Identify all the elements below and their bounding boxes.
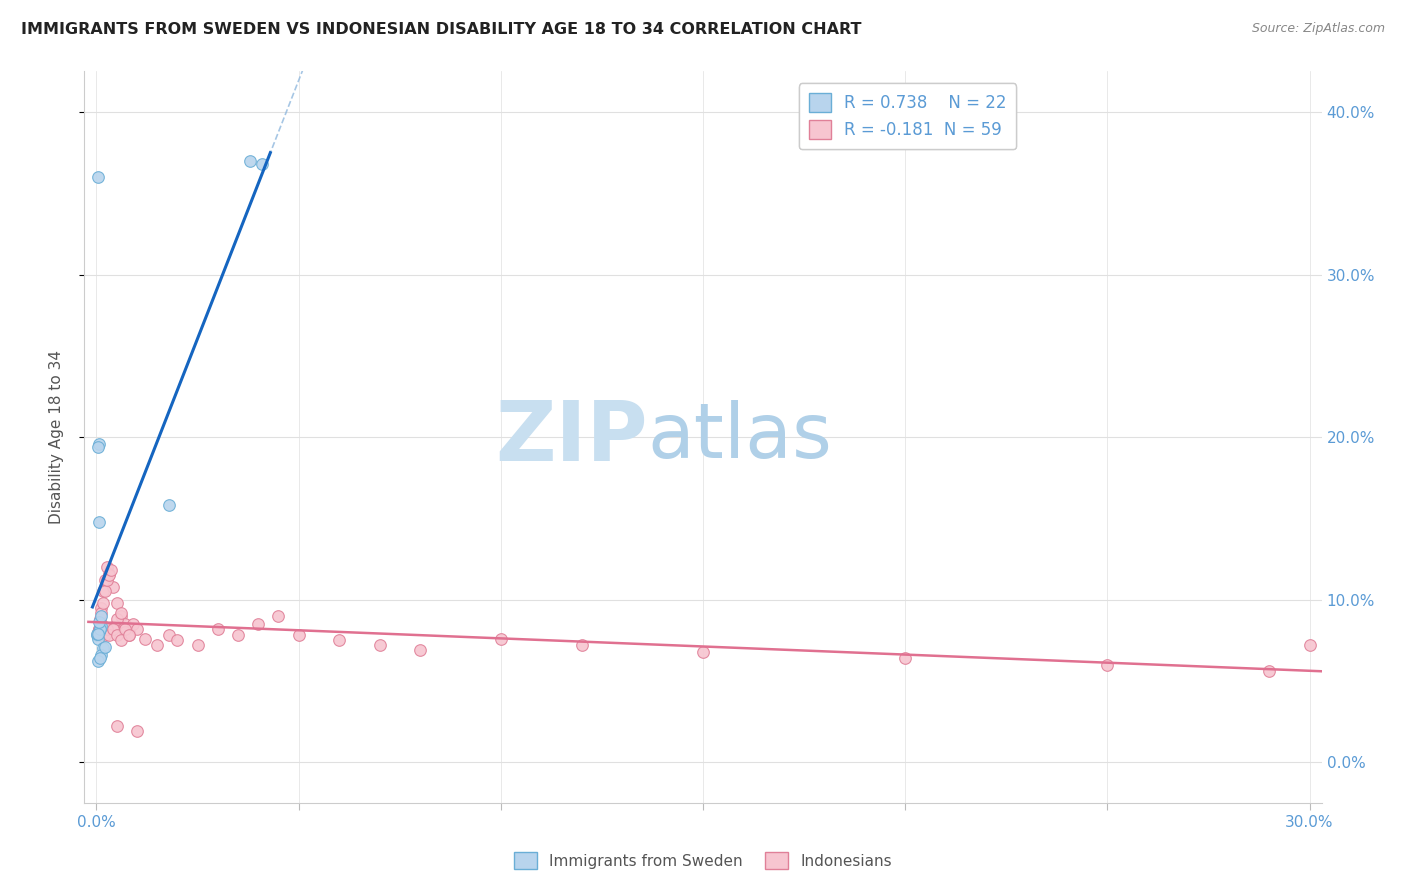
Point xyxy=(97,568,120,582)
Point xyxy=(89,651,111,665)
Point xyxy=(226,628,249,642)
Point xyxy=(105,596,128,610)
Point xyxy=(94,640,117,654)
Point xyxy=(125,622,148,636)
Point xyxy=(101,622,124,636)
Point xyxy=(91,584,114,599)
Point xyxy=(252,157,274,171)
Point xyxy=(97,566,120,581)
Point xyxy=(157,499,180,513)
Point xyxy=(134,632,156,646)
Point xyxy=(368,638,391,652)
Point xyxy=(86,626,108,640)
Point xyxy=(87,626,110,640)
Point xyxy=(93,584,115,599)
Point xyxy=(96,560,118,574)
Point xyxy=(328,633,350,648)
Point xyxy=(1298,638,1320,652)
Point xyxy=(105,628,128,642)
Point xyxy=(110,633,132,648)
Point xyxy=(110,608,132,623)
Point xyxy=(91,618,114,632)
Point xyxy=(89,622,111,636)
Point xyxy=(489,632,512,646)
Text: ZIP: ZIP xyxy=(495,397,647,477)
Point xyxy=(87,440,110,454)
Point xyxy=(97,628,120,642)
Point xyxy=(90,608,112,623)
Legend: R = 0.738    N = 22, R = -0.181  N = 59: R = 0.738 N = 22, R = -0.181 N = 59 xyxy=(799,83,1017,149)
Text: atlas: atlas xyxy=(647,401,832,474)
Point xyxy=(1097,657,1119,672)
Point xyxy=(146,638,169,652)
Point xyxy=(118,625,141,640)
Point xyxy=(96,622,118,636)
Point xyxy=(87,625,110,640)
Point xyxy=(101,580,124,594)
Text: IMMIGRANTS FROM SWEDEN VS INDONESIAN DISABILITY AGE 18 TO 34 CORRELATION CHART: IMMIGRANTS FROM SWEDEN VS INDONESIAN DIS… xyxy=(21,22,862,37)
Point xyxy=(267,608,290,623)
Point xyxy=(87,515,110,529)
Point xyxy=(105,719,128,733)
Point xyxy=(287,628,309,642)
Point xyxy=(86,169,108,184)
Point xyxy=(93,628,115,642)
Point xyxy=(122,617,145,632)
Point xyxy=(89,612,111,626)
Point xyxy=(114,625,136,640)
Legend: Immigrants from Sweden, Indonesians: Immigrants from Sweden, Indonesians xyxy=(508,846,898,875)
Point xyxy=(114,617,136,632)
Point xyxy=(110,606,132,620)
Point xyxy=(96,573,118,587)
Point xyxy=(90,600,112,615)
Point xyxy=(86,628,108,642)
Point xyxy=(125,724,148,739)
Point xyxy=(207,622,229,636)
Point xyxy=(894,651,917,665)
Point xyxy=(118,628,141,642)
Point xyxy=(86,625,108,640)
Point xyxy=(101,620,124,634)
Point xyxy=(157,628,180,642)
Point xyxy=(86,654,108,668)
Point xyxy=(89,622,111,636)
Point xyxy=(87,622,110,636)
Point xyxy=(187,638,209,652)
Point xyxy=(90,618,112,632)
Point xyxy=(100,563,122,577)
Point xyxy=(90,628,112,642)
Point xyxy=(114,622,136,636)
Point xyxy=(571,638,593,652)
Point xyxy=(87,622,110,636)
Y-axis label: Disability Age 18 to 34: Disability Age 18 to 34 xyxy=(49,350,63,524)
Point xyxy=(118,628,141,642)
Point xyxy=(239,153,262,168)
Point xyxy=(91,596,114,610)
Point xyxy=(166,633,188,648)
Point xyxy=(692,645,714,659)
Point xyxy=(86,632,108,646)
Point xyxy=(87,436,110,450)
Point xyxy=(90,606,112,620)
Point xyxy=(87,615,110,630)
Point xyxy=(93,573,115,587)
Point xyxy=(105,612,128,626)
Text: Source: ZipAtlas.com: Source: ZipAtlas.com xyxy=(1251,22,1385,36)
Point xyxy=(247,617,270,632)
Point xyxy=(1258,664,1281,678)
Point xyxy=(90,648,112,662)
Point xyxy=(409,643,432,657)
Point xyxy=(91,641,114,656)
